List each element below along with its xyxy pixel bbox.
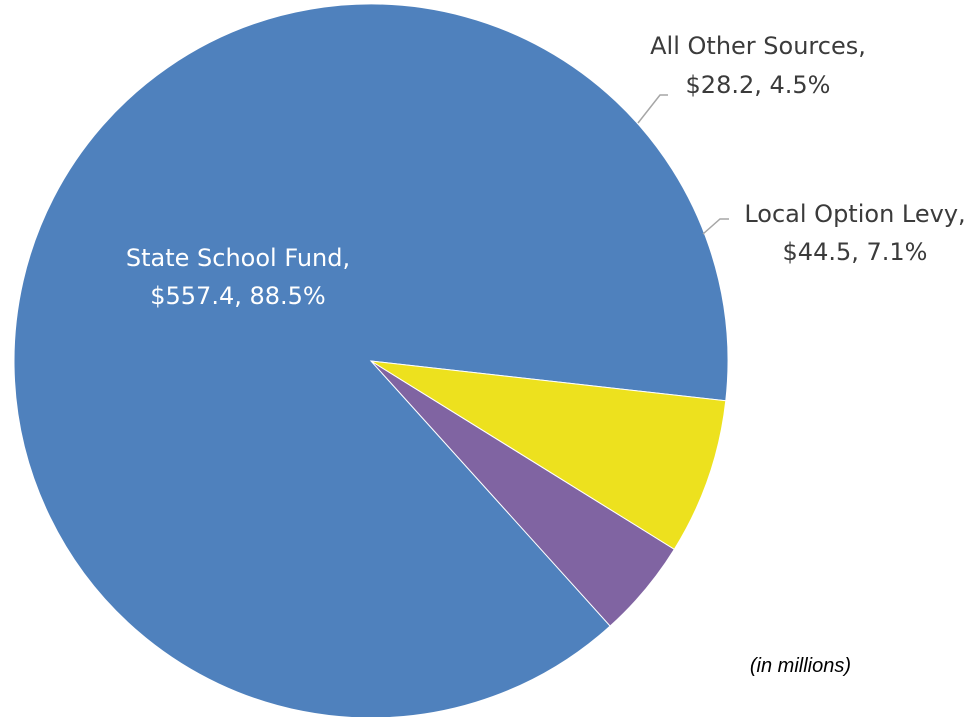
units-note: (in millions) bbox=[750, 655, 851, 677]
label-all-other-sources-value: $28.2, 4.5% bbox=[686, 71, 831, 99]
pie-slice-state-school-fund bbox=[13, 3, 729, 717]
label-state-school-fund-name: State School Fund, bbox=[126, 244, 350, 272]
label-state-school-fund-value: $557.4, 88.5% bbox=[150, 282, 325, 310]
label-all-other-sources-name: All Other Sources, bbox=[650, 32, 866, 60]
pie-slices bbox=[13, 3, 729, 717]
label-local-option-levy-name: Local Option Levy, bbox=[744, 200, 965, 228]
pie-slice-local-option-levy bbox=[370, 360, 727, 550]
label-local-option-levy-value: $44.5, 7.1% bbox=[783, 238, 928, 266]
leader-line-local-option-levy bbox=[702, 218, 729, 235]
leader-line-all-other-sources bbox=[637, 94, 668, 124]
